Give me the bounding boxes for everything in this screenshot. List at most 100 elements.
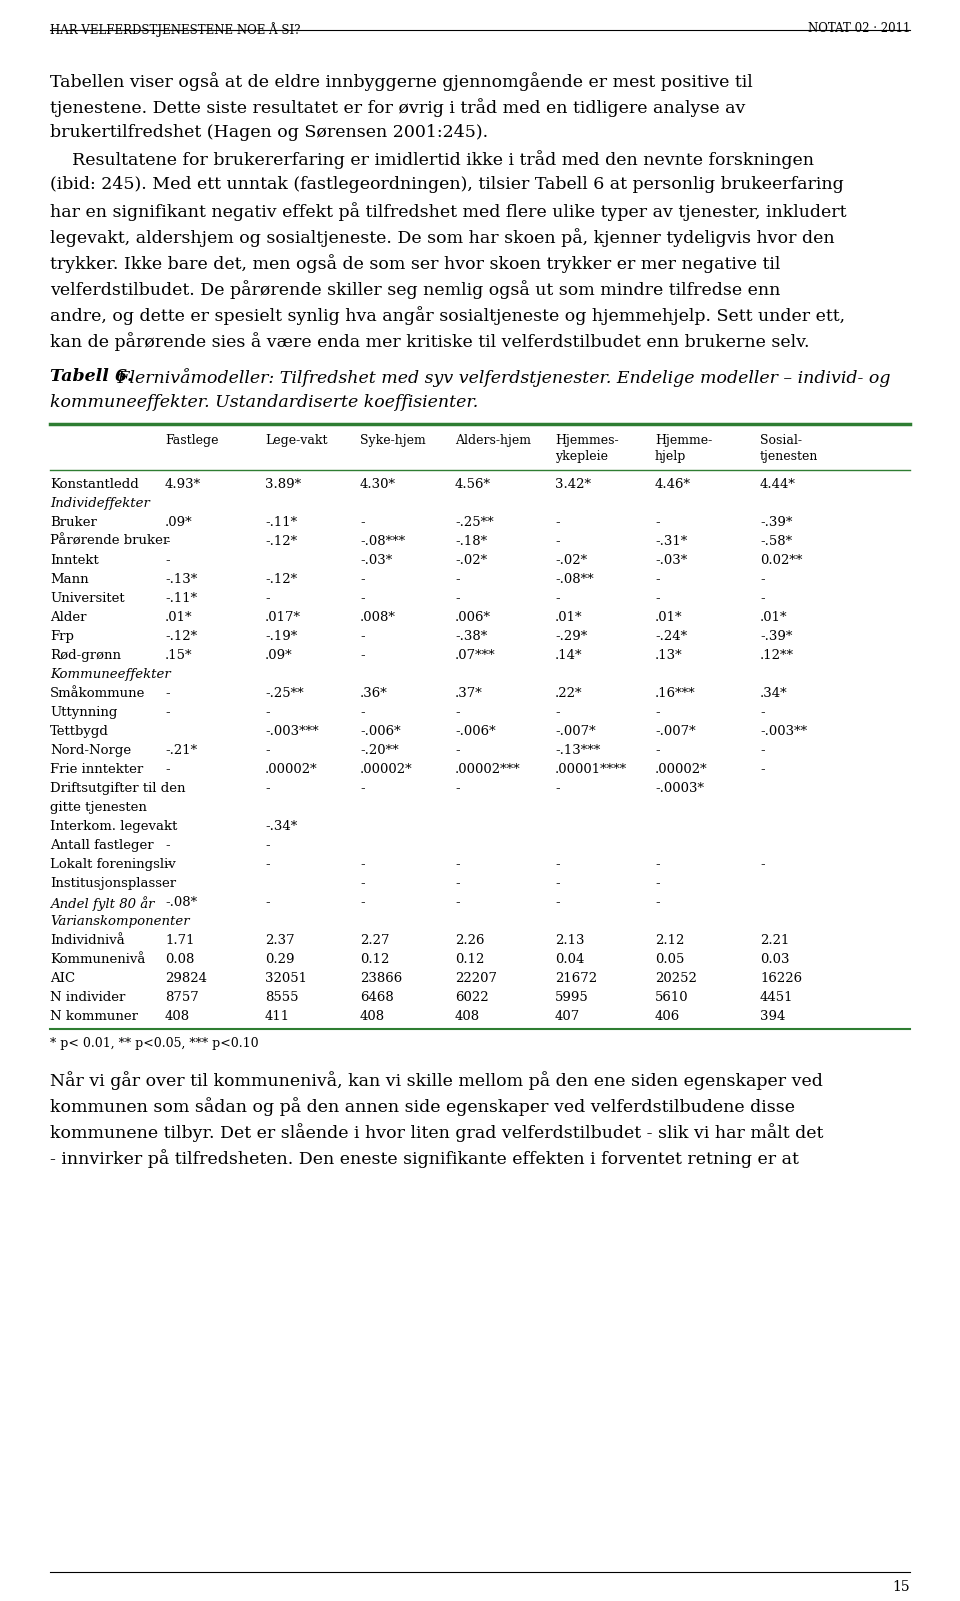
Text: -: - — [760, 573, 764, 586]
Text: -.003***: -.003*** — [265, 725, 319, 738]
Text: .09*: .09* — [165, 516, 193, 528]
Text: .34*: .34* — [760, 687, 787, 700]
Text: Når vi går over til kommunenivå, kan vi skille mellom på den ene siden egenskape: Når vi går over til kommunenivå, kan vi … — [50, 1071, 823, 1090]
Text: trykker. Ikke bare det, men også de som ser hvor skoen trykker er mer negative t: trykker. Ikke bare det, men også de som … — [50, 255, 780, 272]
Text: tjenesten: tjenesten — [760, 450, 818, 463]
Text: Driftsutgifter til den: Driftsutgifter til den — [50, 781, 185, 796]
Text: -.006*: -.006* — [360, 725, 400, 738]
Text: 15: 15 — [893, 1580, 910, 1595]
Text: -: - — [360, 858, 365, 871]
Text: -.13*: -.13* — [165, 573, 197, 586]
Text: 8757: 8757 — [165, 991, 199, 1004]
Text: -: - — [555, 516, 560, 528]
Text: Fastlege: Fastlege — [165, 434, 219, 447]
Text: gitte tjenesten: gitte tjenesten — [50, 800, 147, 813]
Text: -: - — [165, 839, 170, 852]
Text: 16226: 16226 — [760, 972, 803, 985]
Text: -: - — [455, 744, 460, 757]
Text: -: - — [165, 764, 170, 776]
Text: -.0003*: -.0003* — [655, 781, 704, 796]
Text: -: - — [360, 706, 365, 719]
Text: .017*: .017* — [265, 612, 301, 624]
Text: 20252: 20252 — [655, 972, 697, 985]
Text: -.58*: -.58* — [760, 535, 792, 548]
Text: 2.21: 2.21 — [760, 933, 789, 948]
Text: 2.12: 2.12 — [655, 933, 684, 948]
Text: Inntekt: Inntekt — [50, 554, 99, 567]
Text: .16***: .16*** — [655, 687, 696, 700]
Text: 394: 394 — [760, 1010, 785, 1023]
Text: Universitet: Universitet — [50, 592, 125, 605]
Text: -: - — [360, 592, 365, 605]
Text: hjelp: hjelp — [655, 450, 686, 463]
Text: -.08**: -.08** — [555, 573, 593, 586]
Text: andre, og dette er spesielt synlig hva angår sosialtjeneste og hjemmehjelp. Sett: andre, og dette er spesielt synlig hva a… — [50, 306, 845, 325]
Text: 23866: 23866 — [360, 972, 402, 985]
Text: -.19*: -.19* — [265, 631, 298, 644]
Text: Flernivåmodeller: Tilfredshet med syv velferdstjenester. Endelige modeller – ind: Flernivåmodeller: Tilfredshet med syv ve… — [112, 368, 891, 387]
Text: 0.12: 0.12 — [455, 953, 485, 965]
Text: AIC: AIC — [50, 972, 75, 985]
Text: -: - — [655, 592, 660, 605]
Text: .01*: .01* — [655, 612, 683, 624]
Text: 2.37: 2.37 — [265, 933, 295, 948]
Text: 4.56*: 4.56* — [455, 479, 491, 492]
Text: 0.05: 0.05 — [655, 953, 684, 965]
Text: -: - — [555, 858, 560, 871]
Text: -.12*: -.12* — [265, 573, 298, 586]
Text: .36*: .36* — [360, 687, 388, 700]
Text: Frie inntekter: Frie inntekter — [50, 764, 143, 776]
Text: Syke-hjem: Syke-hjem — [360, 434, 425, 447]
Text: 4.44*: 4.44* — [760, 479, 796, 492]
Text: Individeffekter: Individeffekter — [50, 496, 150, 511]
Text: har en signifikant negativ effekt på tilfredshet med flere ulike typer av tjenes: har en signifikant negativ effekt på til… — [50, 202, 847, 221]
Text: .13*: .13* — [655, 648, 683, 661]
Text: .37*: .37* — [455, 687, 483, 700]
Text: .00002*: .00002* — [360, 764, 413, 776]
Text: 2.13: 2.13 — [555, 933, 585, 948]
Text: -: - — [360, 897, 365, 909]
Text: -: - — [655, 706, 660, 719]
Text: -.25**: -.25** — [455, 516, 493, 528]
Text: tjenestene. Dette siste resultatet er for øvrig i tråd med en tidligere analyse : tjenestene. Dette siste resultatet er fo… — [50, 98, 745, 117]
Text: -: - — [555, 781, 560, 796]
Text: -: - — [555, 592, 560, 605]
Text: -.11*: -.11* — [165, 592, 197, 605]
Text: .00002*: .00002* — [265, 764, 318, 776]
Text: 408: 408 — [455, 1010, 480, 1023]
Text: -: - — [265, 897, 270, 909]
Text: -.11*: -.11* — [265, 516, 298, 528]
Text: 4.46*: 4.46* — [655, 479, 691, 492]
Text: Tabell 6.: Tabell 6. — [50, 368, 133, 384]
Text: -: - — [265, 592, 270, 605]
Text: 408: 408 — [360, 1010, 385, 1023]
Text: -: - — [360, 781, 365, 796]
Text: -: - — [555, 877, 560, 890]
Text: velferdstilbudet. De pårørende skiller seg nemlig også ut som mindre tilfredse e: velferdstilbudet. De pårørende skiller s… — [50, 280, 780, 299]
Text: 0.08: 0.08 — [165, 953, 194, 965]
Text: -: - — [655, 877, 660, 890]
Text: Sosial-: Sosial- — [760, 434, 802, 447]
Text: -: - — [360, 877, 365, 890]
Text: Hjemmes-: Hjemmes- — [555, 434, 618, 447]
Text: .15*: .15* — [165, 648, 193, 661]
Text: 32051: 32051 — [265, 972, 307, 985]
Text: -: - — [360, 516, 365, 528]
Text: Frp: Frp — [50, 631, 74, 644]
Text: -.24*: -.24* — [655, 631, 687, 644]
Text: 406: 406 — [655, 1010, 681, 1023]
Text: kommunen som sådan og på den annen side egenskaper ved velferdstilbudene disse: kommunen som sådan og på den annen side … — [50, 1097, 795, 1116]
Text: Lokalt foreningsliv: Lokalt foreningsliv — [50, 858, 176, 871]
Text: -: - — [760, 858, 764, 871]
Text: -: - — [655, 573, 660, 586]
Text: Varianskomponenter: Varianskomponenter — [50, 916, 190, 929]
Text: -: - — [455, 781, 460, 796]
Text: -: - — [165, 554, 170, 567]
Text: -: - — [165, 535, 170, 548]
Text: -: - — [555, 535, 560, 548]
Text: -: - — [455, 573, 460, 586]
Text: (ibid: 245). Med ett unntak (fastlegeordningen), tilsier Tabell 6 at personlig b: (ibid: 245). Med ett unntak (fastlegeord… — [50, 176, 844, 194]
Text: Mann: Mann — [50, 573, 88, 586]
Text: Hjemme-: Hjemme- — [655, 434, 712, 447]
Text: -: - — [165, 820, 170, 833]
